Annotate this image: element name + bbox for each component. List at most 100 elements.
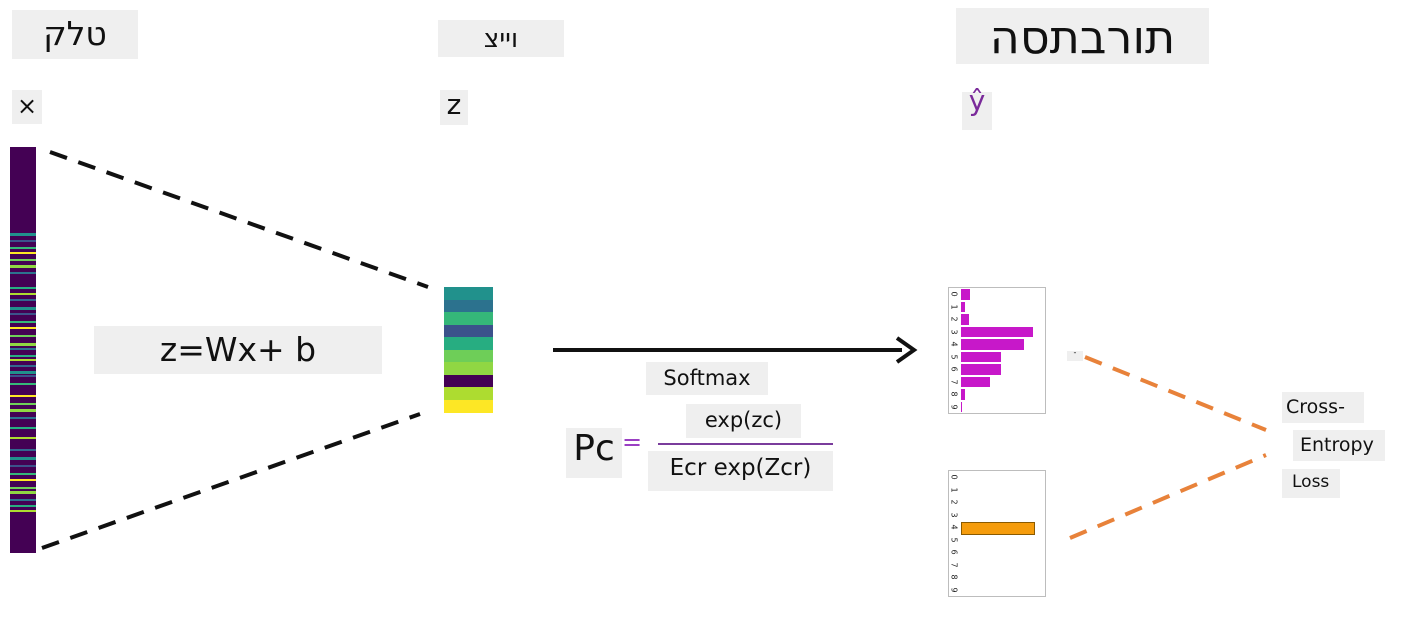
histogram-tick-label: 9	[949, 587, 959, 593]
input-title: טלק	[43, 14, 107, 53]
logit-cell	[444, 387, 493, 400]
histogram-bar	[961, 314, 969, 325]
logits-symbol: z	[446, 88, 462, 121]
input-stripe	[10, 348, 36, 350]
target-loss-dashed-line	[1069, 453, 1267, 540]
input-stripe	[10, 409, 36, 412]
input-stripe	[10, 343, 36, 346]
softmax-label-box	[646, 362, 768, 395]
predicted-marker-box	[1067, 351, 1083, 361]
input-stripe	[10, 335, 36, 337]
output-symbol-box	[962, 92, 992, 130]
histogram-tick-label: 4	[949, 341, 959, 347]
output-symbol: ŷ	[968, 84, 986, 117]
loss-line3: Loss	[1292, 472, 1330, 492]
input-vector	[10, 147, 36, 553]
histogram-bar	[961, 364, 1001, 375]
histogram-tick-label: 6	[949, 549, 959, 555]
equals-sign: =	[622, 428, 643, 456]
histogram-bar	[961, 289, 970, 300]
input-stripe	[10, 359, 36, 361]
pc-box	[566, 428, 622, 478]
input-stripe	[10, 395, 36, 397]
input-stripe	[10, 427, 36, 429]
linear-equation-box	[94, 326, 382, 374]
histogram-bar	[961, 326, 1033, 337]
histogram-bar	[961, 301, 966, 312]
input-symbol: ×	[16, 92, 38, 120]
logit-cell	[444, 362, 493, 375]
input-stripe	[10, 510, 36, 512]
input-stripe	[10, 240, 36, 242]
output-title-box	[956, 8, 1209, 64]
input-stripe	[10, 355, 36, 357]
input-stripe	[10, 313, 36, 315]
input-stripe	[10, 299, 36, 301]
histogram-tick-label: 1	[949, 487, 959, 493]
histogram-tick-label: 7	[949, 562, 959, 568]
input-stripe	[10, 259, 36, 261]
input-stripe	[10, 293, 36, 295]
histogram-bar	[961, 401, 963, 412]
predicted-histogram: 0 1 2 3 4 5 6 7 8 9	[948, 287, 1046, 414]
predicted-bars	[961, 288, 1045, 413]
predicted-marker: -	[1073, 348, 1077, 357]
histogram-bar	[961, 339, 1025, 350]
pc-label: Pc	[573, 428, 615, 469]
input-stripe	[10, 252, 36, 254]
input-stripe	[10, 479, 36, 481]
target-bars	[961, 471, 1045, 596]
input-stripe	[10, 233, 36, 236]
logit-cell	[444, 287, 493, 300]
predicted-tick-labels: 0 1 2 3 4 5 6 7 8 9	[949, 288, 961, 413]
logit-cell	[444, 299, 493, 313]
input-stripe	[10, 265, 36, 268]
histogram-tick-label: 0	[949, 474, 959, 480]
histogram-bar	[961, 522, 1035, 535]
linear-equation: z=Wx+ b	[159, 330, 317, 369]
histogram-bar	[961, 376, 990, 387]
histogram-tick-label: 8	[949, 391, 959, 397]
input-stripe	[10, 437, 36, 439]
input-title-box	[12, 10, 138, 59]
input-stripe	[10, 247, 36, 249]
input-stripe	[10, 465, 36, 467]
softmax-arrow-head	[895, 336, 918, 364]
input-symbol-box	[12, 90, 42, 124]
input-stripe	[10, 383, 36, 385]
loss-line2: Entropy	[1300, 434, 1374, 456]
histogram-tick-label: 7	[949, 379, 959, 385]
histogram-tick-label: 9	[949, 404, 959, 410]
logit-cell	[444, 349, 493, 363]
loss-line2-box	[1293, 430, 1385, 461]
input-stripe	[10, 365, 36, 367]
input-stripe	[10, 371, 36, 374]
input-stripe	[10, 499, 36, 501]
input-stripe	[10, 457, 36, 460]
target-tick-labels: 0 1 2 3 4 5 6 7 8 9	[949, 471, 961, 596]
histogram-tick-label: 3	[949, 512, 959, 518]
logit-cell	[444, 399, 493, 413]
numerator-box	[686, 404, 801, 438]
histogram-bar	[961, 351, 1001, 362]
numerator: exp(zc)	[704, 408, 783, 432]
input-stripe	[10, 307, 36, 310]
histogram-tick-label: 4	[949, 524, 959, 530]
input-stripe	[10, 287, 36, 289]
histogram-tick-label: 3	[949, 329, 959, 335]
input-stripe	[10, 417, 36, 419]
output-title: תורבתסה	[989, 10, 1176, 64]
histogram-tick-label: 5	[949, 354, 959, 360]
input-stripe	[10, 272, 36, 274]
loss-line1: Cross-	[1286, 396, 1345, 418]
histogram-tick-label: 5	[949, 537, 959, 543]
input-stripe	[10, 375, 36, 377]
input-stripe	[10, 327, 36, 329]
predicted-loss-dashed-line	[1084, 355, 1267, 432]
input-stripe	[10, 491, 36, 494]
denominator: Ecr exp(Zcr)	[669, 455, 812, 481]
input-stripe	[10, 403, 36, 405]
input-stripe	[10, 487, 36, 489]
